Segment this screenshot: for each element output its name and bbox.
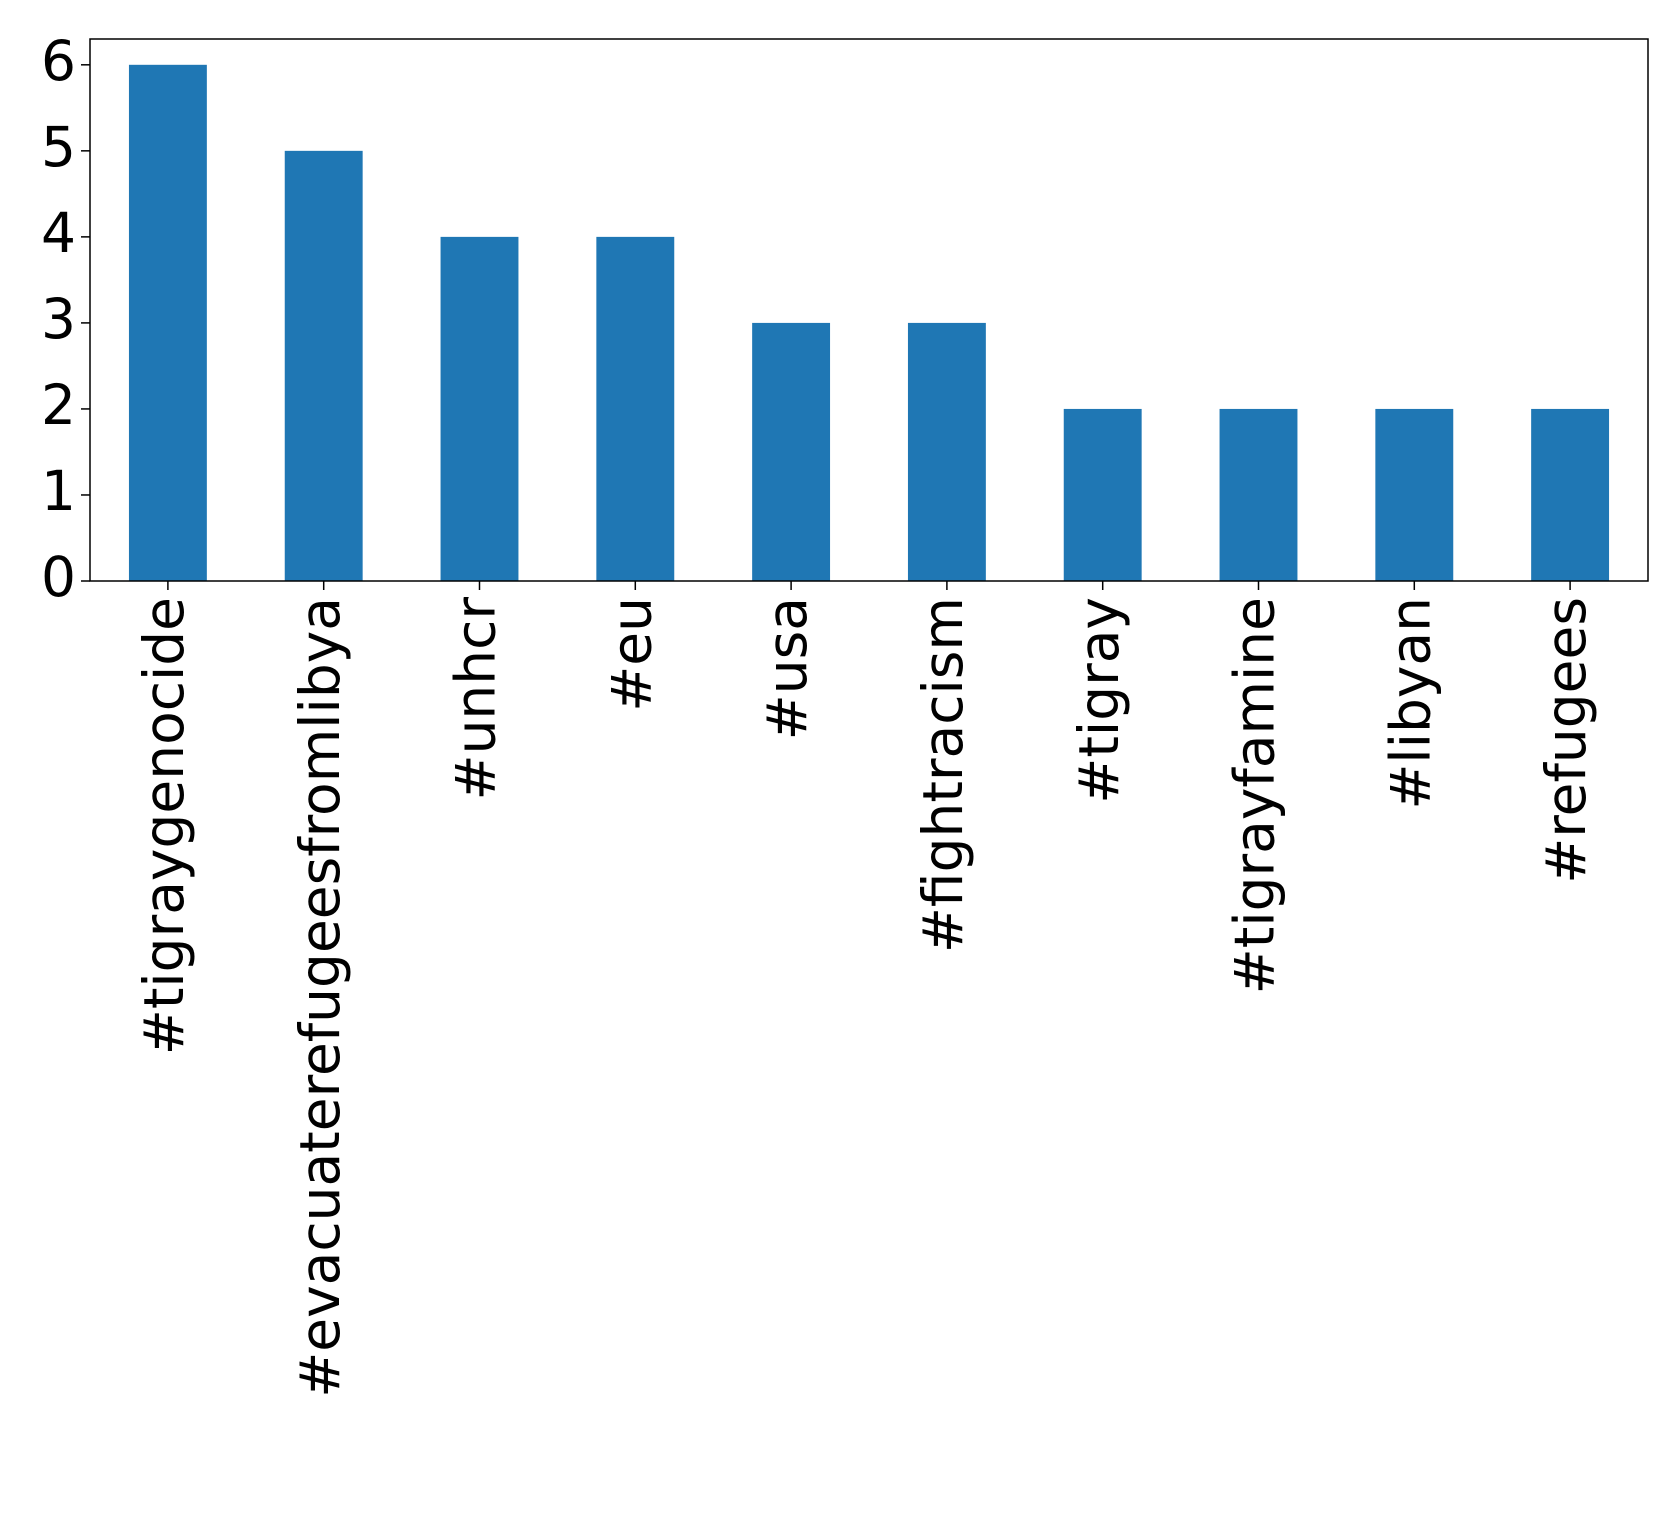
x-tick-label: #libyan xyxy=(1378,597,1442,810)
bar xyxy=(1375,408,1454,581)
y-tick-label: 5 xyxy=(41,115,76,179)
x-tick-label: #tigray xyxy=(1067,597,1131,804)
y-tick-label: 6 xyxy=(41,29,76,93)
axes-frame xyxy=(89,38,1649,582)
bar xyxy=(440,236,519,581)
x-tick-label: #tigrayfamine xyxy=(1223,597,1287,994)
bar xyxy=(596,236,675,581)
bar xyxy=(284,150,363,582)
bar xyxy=(128,64,207,582)
bar xyxy=(752,322,831,581)
y-tick-label: 0 xyxy=(41,545,76,609)
y-tick-label: 4 xyxy=(41,201,76,265)
x-tick-label: #unhcr xyxy=(444,597,508,801)
bar xyxy=(1531,408,1610,581)
bar xyxy=(1219,408,1298,581)
bar xyxy=(1063,408,1142,581)
y-tick-label: 1 xyxy=(41,459,76,523)
x-tick-label: #usa xyxy=(755,597,819,740)
y-tick-label: 3 xyxy=(41,287,76,351)
x-tick-label: #evacuaterefugeesfromlibya xyxy=(288,597,352,1398)
x-tick-label: #refugees xyxy=(1534,597,1598,884)
x-tick-label: #fightracism xyxy=(911,597,975,953)
x-tick-label: #tigraygenocide xyxy=(132,597,196,1055)
y-tick-label: 2 xyxy=(41,373,76,437)
x-tick-label: #eu xyxy=(599,597,663,712)
bar xyxy=(907,322,986,581)
